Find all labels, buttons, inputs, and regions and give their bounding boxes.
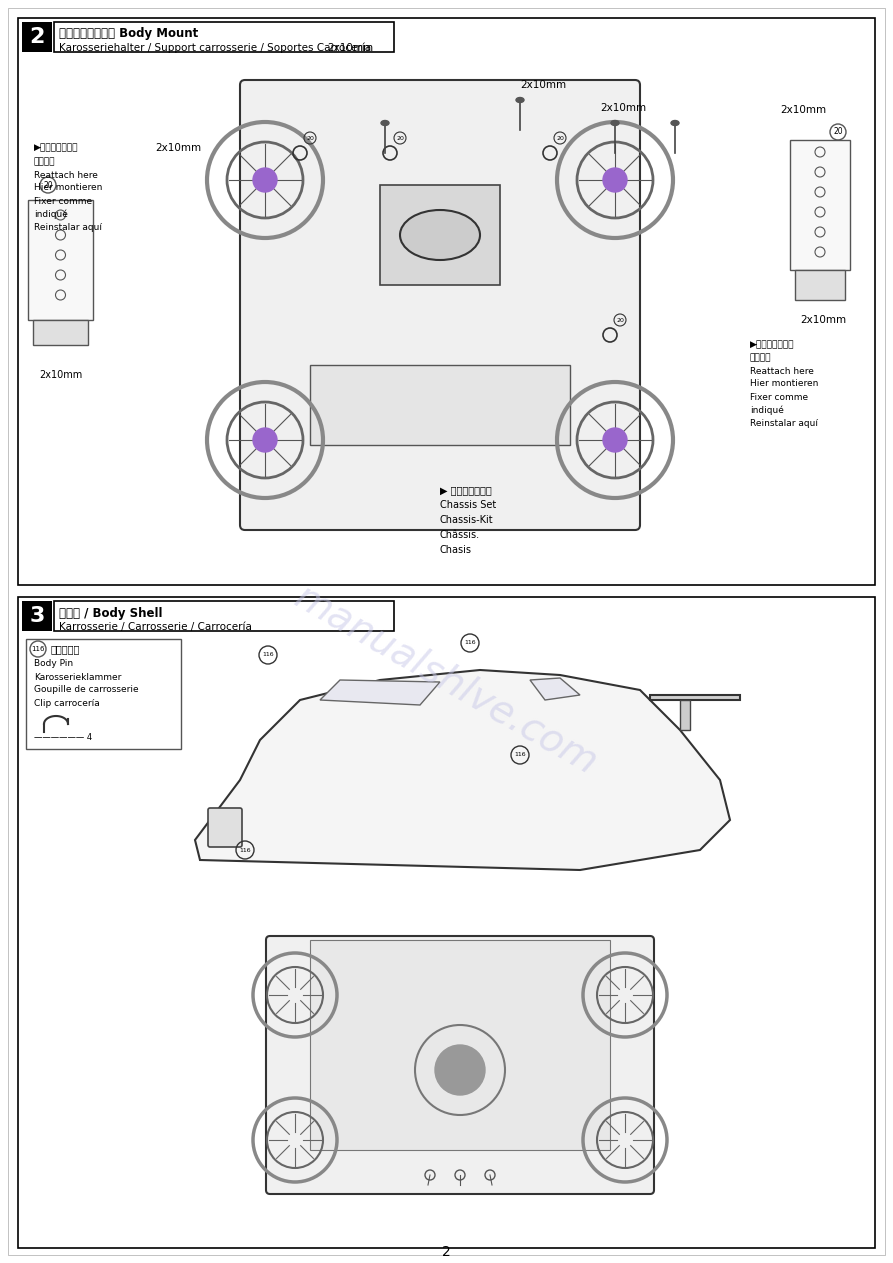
Circle shape [253,168,277,192]
Text: manualshlve.com: manualshlve.com [288,577,605,782]
Bar [380,184,500,285]
Text: ボディピン: ボディピン [51,644,80,654]
Text: Karosserieklammer: Karosserieklammer [34,672,121,682]
Text: ▶図の位置に取付: ▶図の位置に取付 [34,144,79,153]
Polygon shape [680,700,690,730]
Text: Hier montieren: Hier montieren [34,183,103,192]
Text: Châssis.: Châssis. [440,530,480,541]
Bar [790,140,850,270]
Text: 20: 20 [556,135,564,140]
Text: 2x10mm: 2x10mm [155,143,201,153]
Polygon shape [320,679,440,705]
FancyBboxPatch shape [208,808,242,847]
Polygon shape [530,678,580,700]
Ellipse shape [381,120,389,125]
Bar [28,200,93,320]
Text: Body Pin: Body Pin [34,659,73,668]
Text: Hier montieren: Hier montieren [750,379,818,389]
Ellipse shape [400,210,480,260]
Text: 116: 116 [514,753,526,758]
Text: 116: 116 [239,847,251,853]
Bar [54,21,394,52]
Text: Fixer comme: Fixer comme [750,393,808,402]
Text: 20: 20 [616,317,624,322]
FancyBboxPatch shape [266,936,654,1194]
Circle shape [603,168,627,192]
Text: 116: 116 [263,653,274,658]
Text: Reinstalar aquí: Reinstalar aquí [34,222,102,231]
Text: ▶図の位置に取付: ▶図の位置に取付 [750,341,795,350]
Ellipse shape [516,97,524,102]
Text: 20: 20 [396,135,404,140]
Text: Karrosserie / Carrosserie / Carrocería: Karrosserie / Carrosserie / Carrocería [59,621,252,632]
Text: Chassis-Kit: Chassis-Kit [440,515,494,525]
Text: 116: 116 [464,640,476,645]
Text: Reattach here: Reattach here [750,366,814,375]
Text: Reattach here: Reattach here [34,171,98,179]
Polygon shape [650,695,740,700]
Text: Goupille de carrosserie: Goupille de carrosserie [34,686,138,695]
Text: indiqué: indiqué [750,405,784,414]
Text: 2x10mm: 2x10mm [780,105,826,115]
Text: Reinstalar aquí: Reinstalar aquí [750,418,818,427]
Text: 2x10mm: 2x10mm [39,370,82,380]
Text: 2: 2 [29,27,45,47]
Ellipse shape [611,120,619,125]
Bar [795,270,845,301]
Text: Clip carrocería: Clip carrocería [34,698,100,707]
Circle shape [603,428,627,452]
Text: 20: 20 [833,128,843,136]
Text: 20: 20 [43,181,53,189]
Bar [33,320,88,345]
Text: Fixer comme: Fixer comme [34,197,92,206]
Text: け直す。: け直す。 [34,158,55,167]
Bar [26,639,181,749]
Text: ▶ シャシーセット: ▶ シャシーセット [440,485,492,495]
Text: —————— 4: —————— 4 [34,733,92,741]
Text: 2: 2 [442,1245,450,1259]
Text: ボディ / Body Shell: ボディ / Body Shell [59,606,163,619]
Bar [22,21,52,52]
Ellipse shape [671,120,679,125]
Bar [54,601,394,632]
Bar [18,18,875,585]
Bar [22,601,52,632]
Text: 2x10mm: 2x10mm [520,80,566,90]
Polygon shape [195,669,730,870]
Text: indiqué: indiqué [34,210,68,218]
Text: ボディマウント／ Body Mount: ボディマウント／ Body Mount [59,28,198,40]
Text: Karosseriehalter / Support carrosserie / Soportes Carrocería: Karosseriehalter / Support carrosserie /… [59,43,371,53]
Bar [310,365,570,445]
Text: 20: 20 [306,135,314,140]
Text: Chassis Set: Chassis Set [440,500,497,510]
Text: 116: 116 [31,645,45,652]
Text: け直す。: け直す。 [750,354,772,362]
Text: 2x10mm: 2x10mm [600,104,647,112]
Bar [310,940,610,1151]
Circle shape [435,1045,485,1095]
Circle shape [253,428,277,452]
Text: Chasis: Chasis [440,546,472,554]
FancyBboxPatch shape [240,80,640,530]
Text: 3: 3 [29,606,45,626]
Text: 2x10mm: 2x10mm [327,43,373,53]
Bar [18,597,875,1248]
Text: 2x10mm: 2x10mm [800,314,847,325]
